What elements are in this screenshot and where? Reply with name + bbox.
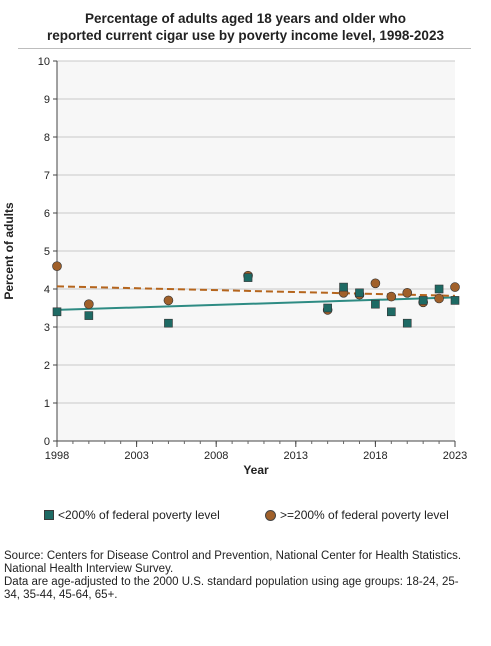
x-tick-label: 2018 — [363, 450, 387, 462]
legend-item-below-200: <200% of federal poverty level — [44, 508, 220, 522]
point-series-1 — [387, 307, 396, 317]
x-axis-label: Year — [243, 463, 269, 477]
point-series-1 — [323, 303, 332, 313]
legend-label-above-200: >=200% of federal poverty level — [280, 508, 449, 522]
point-series-1 — [371, 299, 380, 309]
chart-title-line-1: Percentage of adults aged 18 years and o… — [84, 11, 407, 26]
point-series-1 — [339, 282, 348, 292]
x-tick-label: 2003 — [124, 450, 148, 462]
gridlines — [57, 60, 455, 404]
point-series-2 — [402, 288, 413, 298]
source-line-2: National Health Interview Survey. — [4, 563, 174, 575]
y-tick-label: 7 — [44, 170, 50, 182]
y-tick-label: 6 — [44, 208, 50, 220]
y-tick-label: 10 — [38, 56, 50, 68]
circle-marker-icon — [265, 509, 276, 521]
point-series-1 — [355, 288, 364, 298]
y-tick-label: 2 — [44, 360, 50, 372]
point-series-2 — [386, 291, 397, 302]
point-series-1 — [164, 318, 173, 328]
point-series-2 — [434, 293, 444, 304]
y-tick-label: 5 — [44, 246, 50, 258]
point-series-1 — [84, 311, 94, 320]
point-series-1 — [52, 307, 62, 317]
square-marker-icon — [44, 510, 54, 520]
y-tick-label: 3 — [44, 322, 50, 334]
scatter-chart: 0 1 2 3 4 5 6 7 8 9 10 1998 2003 2008 2013 2018 2023 Yea… — [2, 56, 467, 477]
point-series-1 — [434, 284, 444, 294]
x-tick-label: 2023 — [443, 450, 467, 462]
x-tick-label: 2013 — [284, 450, 308, 462]
legend-item-above-200: >=200% of federal poverty level — [265, 508, 449, 522]
y-tick-label: 8 — [44, 132, 50, 144]
data-points — [52, 261, 460, 328]
point-series-2 — [52, 261, 62, 271]
legend-label-below-200: <200% of federal poverty level — [58, 508, 220, 522]
source-line-1: Source: Centers for Disease Control and … — [4, 550, 462, 562]
source-note: Source: Centers for Disease Control and … — [4, 550, 488, 602]
point-series-2 — [370, 278, 381, 289]
x-tick-label: 2008 — [204, 450, 228, 462]
y-tick-label: 9 — [44, 94, 50, 106]
point-series-2 — [163, 295, 174, 306]
point-series-1 — [402, 318, 412, 328]
chart-title-line-2: reported current cigar use by poverty in… — [47, 28, 444, 43]
y-tick-label: 0 — [44, 436, 50, 448]
chart-title: Percentage of adults aged 18 years and o… — [0, 10, 491, 44]
title-divider — [18, 48, 471, 49]
point-series-2 — [84, 299, 94, 309]
source-line-4: 34, 35-44, 45-64, 65+. — [4, 589, 118, 601]
y-tick-label: 4 — [44, 284, 50, 296]
y-tick-label: 1 — [44, 398, 50, 410]
point-series-1 — [243, 273, 253, 282]
axes: 0 1 2 3 4 5 6 7 8 9 10 1998 2003 2008 2013 2018 2023 — [38, 56, 467, 462]
point-series-1 — [418, 296, 428, 305]
point-series-2 — [450, 282, 460, 292]
source-line-3: Data are age-adjusted to the 2000 U.S. s… — [4, 576, 459, 588]
x-tick-label: 1998 — [45, 450, 69, 462]
point-series-1 — [450, 296, 460, 305]
y-axis-label: Percent of adults — [2, 202, 16, 300]
